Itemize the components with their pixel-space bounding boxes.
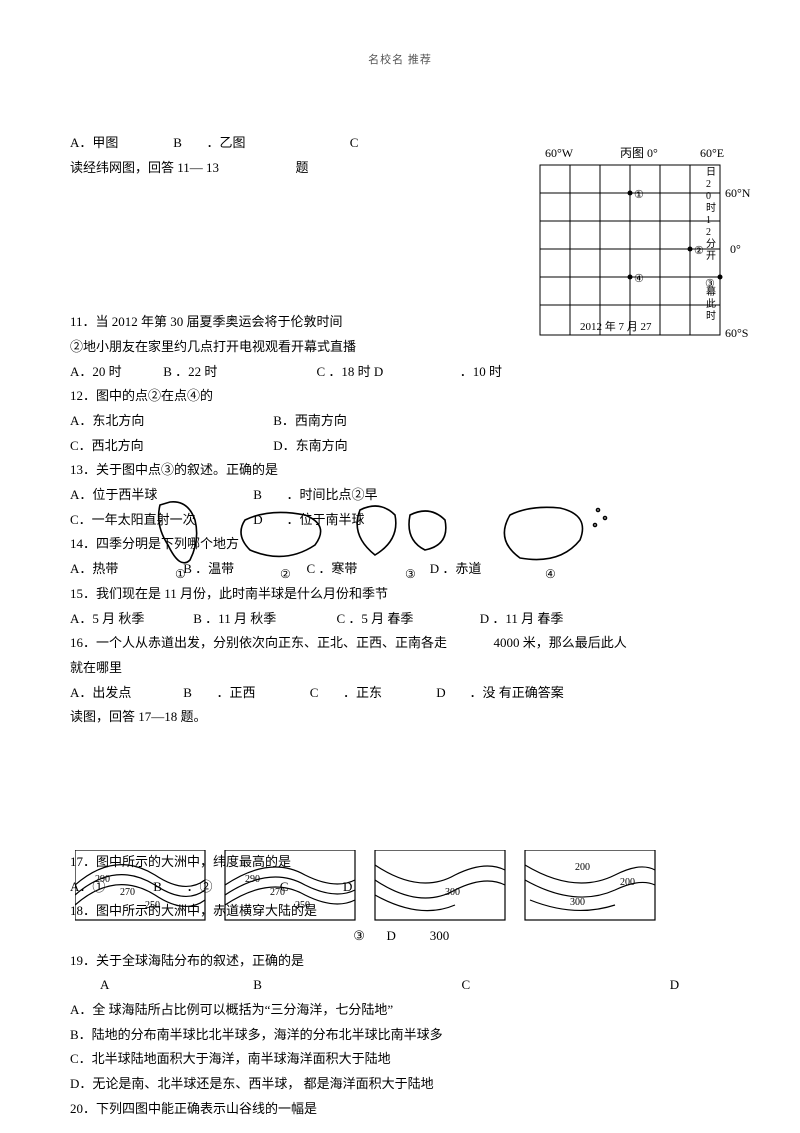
- q13-opts1: A．位于西半球 B ．时间比点②早: [70, 483, 730, 508]
- cB-270: 270: [270, 887, 285, 898]
- cA-250: 250: [145, 900, 160, 911]
- q12-opts1: A．东北方向 B．西南方向: [70, 409, 730, 434]
- read1-text: 读经纬网图，回答 11— 13: [70, 160, 219, 175]
- line-ab: A．甲图 B ．乙图 C: [70, 131, 730, 156]
- m4: ④: [634, 273, 644, 285]
- q15: 15．我们现在是 11 月份，此时南半球是什么月份和季节: [70, 582, 730, 607]
- q11-opts: A．20 时 B ．22 时 C ．18 时 D ．10 时: [70, 360, 730, 385]
- contour-figure: 290 270 250 290 270 250 300 200 200 300: [75, 850, 665, 930]
- header-text: 名校名 推荐: [368, 54, 432, 66]
- opt-A: A．甲图: [70, 131, 170, 156]
- q15-D: D ．11 月 春季: [480, 607, 564, 632]
- read2: 读图，回答 17—18 题。: [70, 705, 730, 730]
- q12: 12．图中的点②在点④的: [70, 384, 730, 409]
- q16-line1: 16．一个人从赤道出发，分别依次向正东、正北、正西、正南各走 4000 米，那么…: [70, 631, 730, 656]
- q11-B: B ．22 时: [163, 360, 313, 385]
- svg-text:分: 分: [706, 238, 716, 250]
- q19: 19．关于全球海陆分布的叙述，正确的是: [70, 949, 730, 974]
- q16b: 4000 米，那么最后此人: [494, 635, 627, 650]
- cB-250: 250: [295, 900, 310, 911]
- q13-Bdot: ．时间比点②早: [287, 483, 378, 508]
- svg-text:此: 此: [706, 297, 716, 310]
- q11-line2: ②地小朋友在家里约几点打开电视观看开幕式直播: [70, 335, 730, 360]
- q13-C: C．一年太阳直射一次: [70, 508, 250, 533]
- q19-A: A．全 球海陆所占比例可以概括为“三分海洋，七分陆地”: [70, 998, 730, 1023]
- q16-B: B: [183, 681, 213, 706]
- cD-200b: 200: [620, 877, 635, 888]
- q13-B: B: [253, 483, 283, 508]
- q14-opts: A．热带 B ．温带 C ．寒带 D ．赤道: [70, 557, 730, 582]
- q11-line1: 11．当 2012 年第 30 届夏季奥运会将于伦敦时间: [70, 310, 730, 335]
- q11-C: C ．18 时 D: [317, 360, 457, 385]
- opt-C: C: [350, 131, 359, 156]
- q14-D: D ．赤道: [430, 557, 482, 582]
- cB-290: 290: [245, 874, 260, 885]
- q12-D: D．东南方向: [273, 434, 347, 459]
- q12-A: A．东北方向: [70, 409, 270, 434]
- q12-C: C．西北方向: [70, 434, 270, 459]
- q14: 14．四季分明是下列哪个地方: [70, 532, 730, 557]
- q15-opts: A．5 月 秋季 B ．11 月 秋季 C ．5 月 春季 D ．11 月 春季: [70, 607, 730, 632]
- q16-A: A．出发点: [70, 681, 180, 706]
- side-text-group: 日20 时12 分开幕 此时: [706, 167, 716, 322]
- lat-mid: 0°: [730, 242, 741, 256]
- q16-Cdot: ．正东: [343, 681, 433, 706]
- q15-A: A．5 月 秋季: [70, 607, 190, 632]
- q13-D: D: [253, 508, 283, 533]
- q15-C: C ．5 月 春季: [337, 607, 477, 632]
- q16-Ddot: ．没 有正确答案: [470, 681, 564, 706]
- q13: 13．关于图中点③的叙述。正确的是: [70, 458, 730, 483]
- q12-opts2: C．西北方向 D．东南方向: [70, 434, 730, 459]
- q13-opts2: C．一年太阳直射一次 D ．位于南半球: [70, 508, 730, 533]
- m2: ②: [694, 245, 704, 257]
- q19l-A: A: [70, 973, 190, 998]
- q16-Bdot: ．正西: [217, 681, 307, 706]
- read1-end: 题: [296, 160, 309, 175]
- q13-Ddot: ．位于南半球: [287, 508, 365, 533]
- q11-A: A．20 时: [70, 360, 160, 385]
- line-read1: 读经纬网图，回答 11— 13 题: [70, 156, 730, 181]
- svg-text:开: 开: [706, 251, 716, 262]
- q19l-D: D: [610, 973, 679, 998]
- cA-290: 290: [95, 874, 110, 885]
- q16-D: D: [436, 681, 466, 706]
- cD-300: 300: [570, 897, 585, 908]
- svg-text:幕: 幕: [706, 285, 716, 298]
- q12-B: B．西南方向: [273, 409, 347, 434]
- q20: 20．下列四图中能正确表示山谷线的一幅是: [70, 1097, 730, 1122]
- q16-opts: A．出发点 B ．正西 C ．正东 D ．没 有正确答案: [70, 681, 730, 706]
- page: 名校名 推荐 60°W 丙图 0° 60°E 60°N 0°: [0, 0, 800, 1133]
- lat-top: 60°N: [725, 186, 751, 200]
- opt-Bdot: ．乙图: [207, 131, 347, 156]
- q19-B: B．陆地的分布南半球比北半球多，海洋的分布北半球比南半球多: [70, 1023, 730, 1048]
- svg-text:2: 2: [706, 227, 711, 238]
- svg-text:时: 时: [706, 202, 716, 214]
- cA-270: 270: [120, 887, 135, 898]
- q19-C: C．北半球陆地面积大于海洋，南半球海洋面积大于陆地: [70, 1047, 730, 1072]
- q19-D: D．无论是南、北半球还是东、西半球， 都是海洋面积大于陆地: [70, 1072, 730, 1097]
- q19l-B: B: [193, 973, 398, 998]
- page-header: 名校名 推荐: [70, 50, 730, 71]
- svg-text:1: 1: [706, 215, 711, 226]
- q15-B: B ．11 月 秋季: [193, 607, 333, 632]
- q11-D: ．10 时: [460, 360, 502, 385]
- q19l-C: C: [402, 973, 607, 998]
- q14-B: B ．温带: [183, 557, 303, 582]
- opt-B: B: [173, 131, 203, 156]
- q14-A: A．热带: [70, 557, 180, 582]
- q16-C: C: [310, 681, 340, 706]
- m1: ①: [634, 189, 644, 201]
- svg-text:2: 2: [706, 179, 711, 190]
- q16a: 16．一个人从赤道出发，分别依次向正东、正北、正西、正南各走: [70, 635, 447, 650]
- q16-line2: 就在哪里: [70, 656, 730, 681]
- cC-300: 300: [445, 887, 460, 898]
- svg-text:0: 0: [706, 191, 711, 202]
- q14-C: C ．寒带: [307, 557, 427, 582]
- q19-labels: A B C D: [70, 973, 730, 998]
- cD-200a: 200: [575, 862, 590, 873]
- q13-A: A．位于西半球: [70, 483, 250, 508]
